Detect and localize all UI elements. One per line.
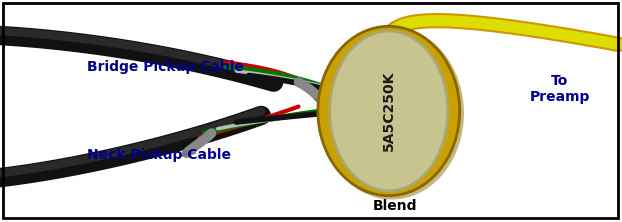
Text: To
Preamp: To Preamp — [529, 74, 590, 104]
Polygon shape — [314, 99, 327, 104]
Ellipse shape — [330, 31, 448, 191]
Text: Blend: Blend — [373, 199, 417, 214]
FancyBboxPatch shape — [330, 83, 368, 134]
Ellipse shape — [318, 26, 460, 196]
Ellipse shape — [320, 27, 464, 200]
Text: Neck Pickup Cable: Neck Pickup Cable — [87, 148, 231, 163]
Text: Bridge Pickup Cable: Bridge Pickup Cable — [87, 59, 244, 74]
Text: 5A5C250K: 5A5C250K — [382, 71, 396, 151]
Polygon shape — [180, 151, 196, 157]
